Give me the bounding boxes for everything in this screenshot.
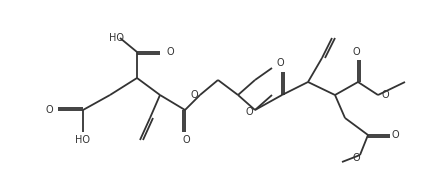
Text: HO: HO <box>76 135 90 145</box>
Text: O: O <box>391 130 399 140</box>
Text: O: O <box>182 135 189 145</box>
Text: O: O <box>352 153 359 163</box>
Text: O: O <box>167 47 174 57</box>
Text: O: O <box>352 47 359 57</box>
Text: O: O <box>276 58 283 68</box>
Text: O: O <box>190 90 197 100</box>
Text: HO: HO <box>109 33 124 43</box>
Text: O: O <box>45 105 53 115</box>
Text: O: O <box>381 90 389 100</box>
Text: O: O <box>245 107 253 117</box>
